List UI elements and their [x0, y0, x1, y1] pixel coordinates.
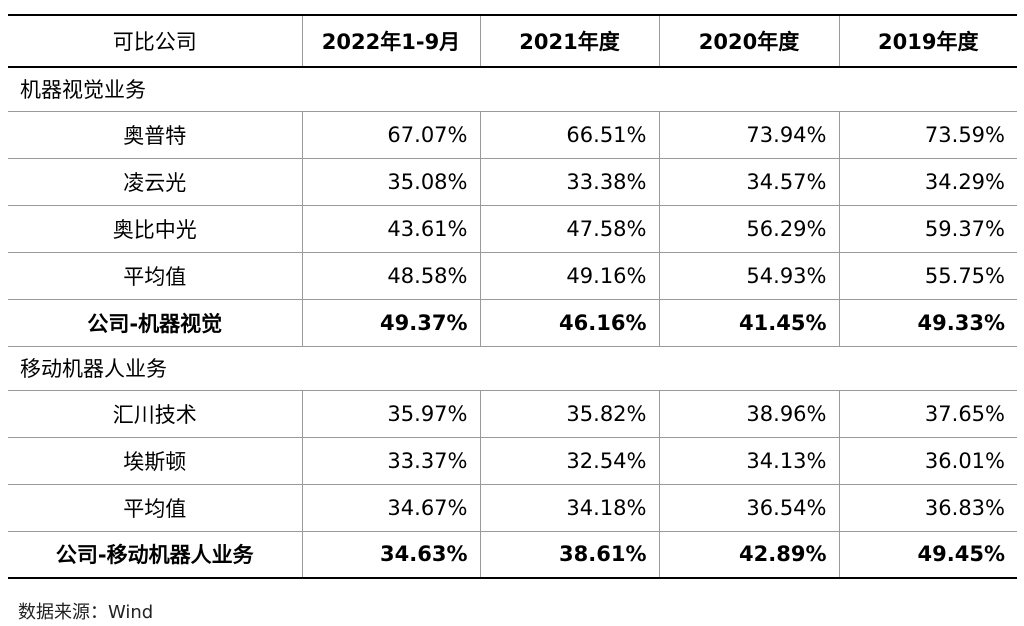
- section-row-mobile-robot: 移动机器人业务: [8, 345, 1017, 391]
- table-header-row: 可比公司 2022年1-9月 2021年度 2020年度 2019年度: [8, 14, 1017, 68]
- company-name: 平均值: [8, 251, 302, 300]
- value-cell: 35.97%: [301, 389, 480, 438]
- value-cell: 34.29%: [838, 157, 1017, 206]
- table-row: 奥比中光 43.61% 47.58% 56.29% 59.37%: [8, 204, 1017, 253]
- value-cell: 36.01%: [838, 436, 1017, 485]
- table-row-average: 平均值 48.58% 49.16% 54.93% 55.75%: [8, 251, 1017, 300]
- value-cell: 35.82%: [479, 389, 659, 438]
- value-cell: 34.18%: [479, 483, 659, 532]
- header-company: 可比公司: [8, 14, 302, 68]
- section-title: 移动机器人业务: [8, 345, 1017, 391]
- company-name: 奥普特: [8, 110, 302, 159]
- value-cell: 34.63%: [301, 530, 480, 579]
- company-name: 汇川技术: [8, 389, 302, 438]
- value-cell: 32.54%: [479, 436, 659, 485]
- value-cell: 33.38%: [479, 157, 659, 206]
- value-cell: 33.37%: [301, 436, 480, 485]
- value-cell: 43.61%: [301, 204, 480, 253]
- value-cell: 37.65%: [838, 389, 1017, 438]
- value-cell: 73.59%: [838, 110, 1017, 159]
- header-2020: 2020年度: [658, 14, 839, 68]
- value-cell: 48.58%: [301, 251, 480, 300]
- value-cell: 34.57%: [658, 157, 839, 206]
- value-cell: 55.75%: [838, 251, 1017, 300]
- value-cell: 49.33%: [838, 298, 1017, 347]
- value-cell: 36.83%: [838, 483, 1017, 532]
- value-cell: 38.61%: [479, 530, 659, 579]
- company-name: 奥比中光: [8, 204, 302, 253]
- value-cell: 56.29%: [658, 204, 839, 253]
- table-row: 凌云光 35.08% 33.38% 34.57% 34.29%: [8, 157, 1017, 206]
- company-name: 凌云光: [8, 157, 302, 206]
- table-row: 汇川技术 35.97% 35.82% 38.96% 37.65%: [8, 389, 1017, 438]
- value-cell: 46.16%: [479, 298, 659, 347]
- company-name: 公司-机器视觉: [8, 298, 302, 347]
- company-name: 平均值: [8, 483, 302, 532]
- company-name: 公司-移动机器人业务: [8, 530, 302, 579]
- value-cell: 59.37%: [838, 204, 1017, 253]
- company-name: 埃斯顿: [8, 436, 302, 485]
- value-cell: 34.67%: [301, 483, 480, 532]
- value-cell: 35.08%: [301, 157, 480, 206]
- value-cell: 36.54%: [658, 483, 839, 532]
- header-2022-q1-q3: 2022年1-9月: [301, 14, 480, 68]
- header-2019: 2019年度: [838, 14, 1017, 68]
- header-2021: 2021年度: [479, 14, 659, 68]
- value-cell: 67.07%: [301, 110, 480, 159]
- table-row: 奥普特 67.07% 66.51% 73.94% 73.59%: [8, 110, 1017, 159]
- value-cell: 49.45%: [838, 530, 1017, 579]
- value-cell: 54.93%: [658, 251, 839, 300]
- value-cell: 38.96%: [658, 389, 839, 438]
- table-row-average: 平均值 34.67% 34.18% 36.54% 36.83%: [8, 483, 1017, 532]
- value-cell: 49.37%: [301, 298, 480, 347]
- value-cell: 41.45%: [658, 298, 839, 347]
- value-cell: 66.51%: [479, 110, 659, 159]
- gross-margin-comparison-table: 可比公司 2022年1-9月 2021年度 2020年度 2019年度 机器视觉…: [8, 14, 1017, 579]
- value-cell: 42.89%: [658, 530, 839, 579]
- section-title: 机器视觉业务: [8, 66, 1017, 112]
- table-row-company: 公司-机器视觉 49.37% 46.16% 41.45% 49.33%: [8, 298, 1017, 347]
- value-cell: 34.13%: [658, 436, 839, 485]
- value-cell: 49.16%: [479, 251, 659, 300]
- data-source-note: 数据来源：Wind: [18, 602, 154, 623]
- section-row-machine-vision: 机器视觉业务: [8, 66, 1017, 112]
- table-row: 埃斯顿 33.37% 32.54% 34.13% 36.01%: [8, 436, 1017, 485]
- table-row-company: 公司-移动机器人业务 34.63% 38.61% 42.89% 49.45%: [8, 530, 1017, 579]
- value-cell: 73.94%: [658, 110, 839, 159]
- value-cell: 47.58%: [479, 204, 659, 253]
